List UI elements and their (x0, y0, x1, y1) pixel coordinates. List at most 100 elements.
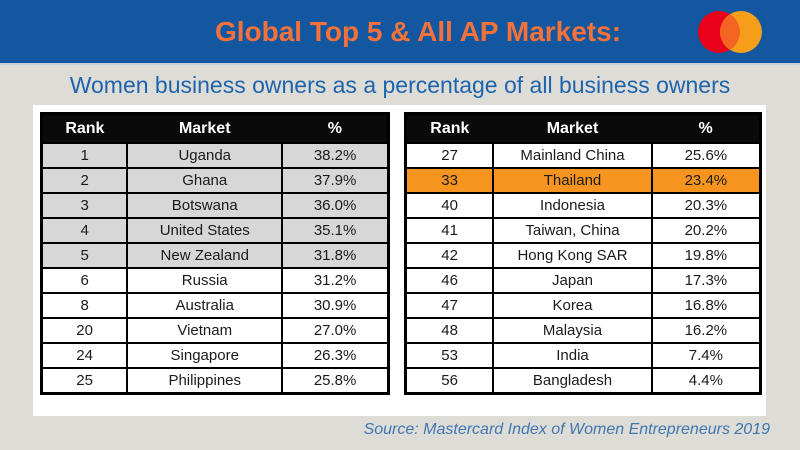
col-header-rank: Rank (41, 113, 128, 144)
cell-pct: 16.2% (650, 317, 762, 344)
cell-rank: 53 (404, 342, 495, 369)
cell-market: Japan (492, 267, 653, 294)
cell-market: Taiwan, China (492, 217, 653, 244)
cell-pct: 16.8% (650, 292, 762, 319)
table-row: 8 Australia 30.9% (40, 292, 390, 319)
cell-rank: 41 (404, 217, 495, 244)
table-header: Rank Market % (405, 113, 761, 144)
cell-rank: 1 (40, 142, 129, 169)
cell-pct: 25.8% (281, 367, 390, 395)
cell-rank: 48 (404, 317, 495, 344)
table-row: 24 Singapore 26.3% (40, 342, 390, 369)
cell-market: Russia (126, 267, 284, 294)
cell-market: New Zealand (126, 242, 284, 269)
table-row: 3 Botswana 36.0% (40, 192, 390, 219)
table-row: 33 Thailand 23.4% (404, 167, 762, 194)
cell-rank: 42 (404, 242, 495, 269)
cell-market: Mainland China (492, 142, 653, 169)
cell-rank: 46 (404, 267, 495, 294)
ap-markets-table-body: 27 Mainland China 25.6% 33 Thailand 23.4% 40 In… (404, 142, 762, 395)
cell-market: Ghana (126, 167, 284, 194)
cell-rank: 33 (404, 167, 495, 194)
cell-pct: 20.3% (650, 192, 762, 219)
table-row: 53 India 7.4% (404, 342, 762, 369)
cell-market: Malaysia (492, 317, 653, 344)
tables-panel: Rank Market % 1 Uganda 38.2% 2 Ghana 37.9% 3 Bo… (33, 105, 766, 416)
cell-pct: 7.4% (650, 342, 762, 369)
table-row: 47 Korea 16.8% (404, 292, 762, 319)
mastercard-logo (698, 11, 762, 53)
cell-rank: 5 (40, 242, 129, 269)
cell-rank: 20 (40, 317, 129, 344)
table-header: Rank Market % (41, 113, 390, 144)
cell-market: Hong Kong SAR (492, 242, 653, 269)
cell-market: Philippines (126, 367, 284, 395)
table-row: 4 United States 35.1% (40, 217, 390, 244)
cell-market: Australia (126, 292, 284, 319)
table-row: 46 Japan 17.3% (404, 267, 762, 294)
table-row: 6 Russia 31.2% (40, 267, 390, 294)
cell-rank: 3 (40, 192, 129, 219)
cell-rank: 8 (40, 292, 129, 319)
cell-market: United States (126, 217, 284, 244)
table-row: 2 Ghana 37.9% (40, 167, 390, 194)
cell-market: Singapore (126, 342, 284, 369)
cell-rank: 2 (40, 167, 129, 194)
table-row: 48 Malaysia 16.2% (404, 317, 762, 344)
cell-market: Bangladesh (492, 367, 653, 395)
col-header-market: Market (126, 113, 283, 144)
cell-market: Botswana (126, 192, 284, 219)
col-header-market: Market (492, 113, 653, 144)
table-row: 20 Vietnam 27.0% (40, 317, 390, 344)
table-row: 40 Indonesia 20.3% (404, 192, 762, 219)
subtitle-text: Women business owners as a percentage of… (69, 71, 731, 98)
table-row: 42 Hong Kong SAR 19.8% (404, 242, 762, 269)
cell-rank: 25 (40, 367, 129, 395)
cell-pct: 35.1% (281, 217, 390, 244)
global-top5-table-body: 1 Uganda 38.2% 2 Ghana 37.9% 3 Botswana 36.0% 4 Un… (40, 142, 390, 395)
cell-pct: 4.4% (650, 367, 762, 395)
mastercard-overlap (720, 11, 740, 53)
cell-rank: 56 (404, 367, 495, 395)
cell-market: Uganda (126, 142, 284, 169)
ap-markets-table: Rank Market % 27 Mainland China 25.6% 33 Tha… (404, 112, 762, 395)
cell-rank: 6 (40, 267, 129, 294)
cell-pct: 20.2% (650, 217, 762, 244)
cell-pct: 30.9% (281, 292, 390, 319)
table-row: 5 New Zealand 31.8% (40, 242, 390, 269)
cell-pct: 38.2% (281, 142, 390, 169)
cell-rank: 40 (404, 192, 495, 219)
cell-pct: 25.6% (650, 142, 762, 169)
header-bar: Global Top 5 & All AP Markets: (0, 0, 800, 65)
cell-pct: 17.3% (650, 267, 762, 294)
table-row: 41 Taiwan, China 20.2% (404, 217, 762, 244)
cell-rank: 4 (40, 217, 129, 244)
cell-rank: 47 (404, 292, 495, 319)
table-row: 25 Philippines 25.8% (40, 367, 390, 395)
cell-market: Vietnam (126, 317, 284, 344)
cell-rank: 27 (404, 142, 495, 169)
header-row: Rank Market % (41, 113, 390, 144)
cell-pct: 31.8% (281, 242, 390, 269)
cell-pct: 36.0% (281, 192, 390, 219)
cell-market: Thailand (492, 167, 653, 194)
cell-market: Korea (492, 292, 653, 319)
table-row: 1 Uganda 38.2% (40, 142, 390, 169)
cell-pct: 27.0% (281, 317, 390, 344)
cell-pct: 37.9% (281, 167, 390, 194)
header-row: Rank Market % (405, 113, 761, 144)
cell-market: Indonesia (492, 192, 653, 219)
col-header-pct: % (651, 113, 761, 144)
col-header-pct: % (281, 113, 390, 144)
cell-pct: 19.8% (650, 242, 762, 269)
source-note: Source: Mastercard Index of Women Entrep… (363, 421, 770, 438)
subtitle-band: Women business owners as a percentage of… (0, 65, 800, 105)
cell-pct: 23.4% (650, 167, 762, 194)
global-top5-table: Rank Market % 1 Uganda 38.2% 2 Ghana 37.9% 3 Bo… (40, 112, 390, 395)
table-row: 56 Bangladesh 4.4% (404, 367, 762, 395)
page-title: Global Top 5 & All AP Markets: (214, 15, 622, 47)
cell-pct: 26.3% (281, 342, 390, 369)
cell-rank: 24 (40, 342, 129, 369)
cell-market: India (492, 342, 653, 369)
col-header-rank: Rank (405, 113, 494, 144)
